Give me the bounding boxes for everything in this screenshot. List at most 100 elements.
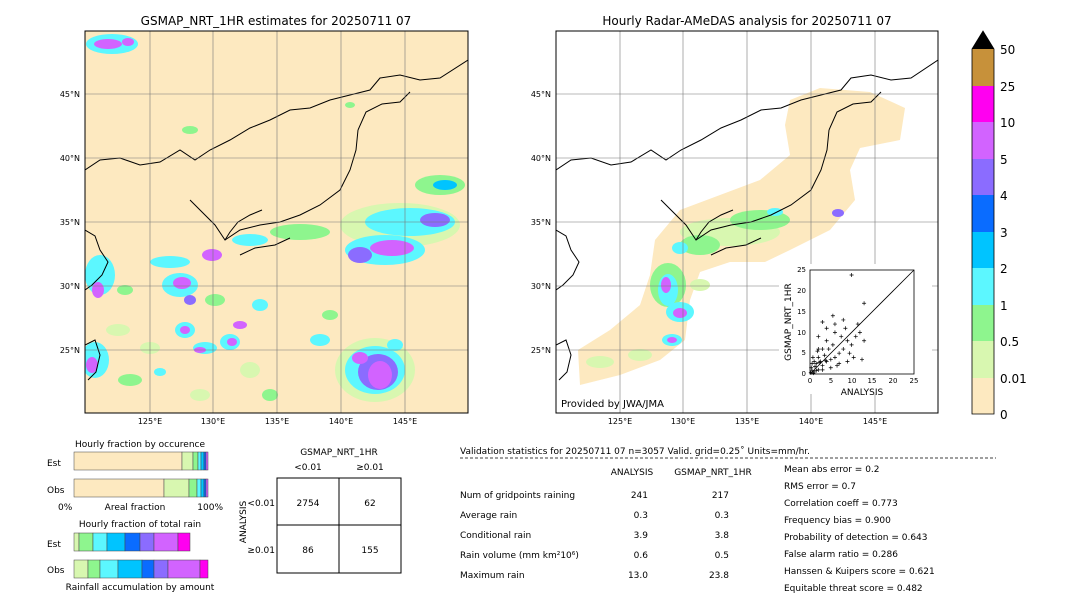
colorbar-bin-001-05 [972,341,994,378]
amount-est-segment [78,532,94,552]
contingency-table: GSMAP_NRT_1HR <0.01 ≥0.01 ANALYSIS <0.01… [239,448,402,574]
occurrence-axis-right: 100% [197,503,223,513]
colorbar-label: 50 [1000,43,1015,57]
occurrence-est-segment [181,451,194,471]
occurrence-est-segment [73,451,183,471]
occurrence-est-segment [192,451,199,471]
stats-row-label: Conditional rain [460,531,531,541]
scatter-point [857,330,862,335]
scatter-points [808,272,867,376]
stats-row-analysis: 3.9 [634,531,649,541]
scatter-point [812,359,817,364]
scatter-point [817,360,822,365]
scatter-y-ticks: 0 5 10 15 20 25 [797,266,806,378]
stats-row-gsmap: 3.8 [715,531,730,541]
left-lon-label: 135°E [265,417,289,426]
scatter-point [814,361,819,366]
right-lon-label: 140°E [799,417,823,426]
stats-scores: Mean abs error = 0.2 RMS error = 0.7 Cor… [784,465,935,594]
scatter-point [832,322,837,327]
amount-obs-segment [73,559,89,579]
scatter-point [843,326,848,331]
amount-est-label: Est [47,540,61,550]
scatter-point [816,347,821,352]
amount-est-segment [73,532,80,552]
left-map-lat-labels: 45°N 40°N 35°N 30°N 25°N [60,90,80,355]
right-lon-label: 135°E [735,417,759,426]
right-lat-label: 35°N [531,218,551,227]
occurrence-obs-segment [203,478,207,498]
left-map-title: GSMAP_NRT_1HR estimates for 20250711 07 [141,14,412,28]
scatter-point [837,351,842,356]
stats-row-analysis: 0.6 [634,551,649,561]
scatter-y-tick: 5 [802,349,806,357]
scatter-point [862,338,867,343]
scatter-point [816,367,821,372]
scatter-inset: 0 5 10 15 20 25 0 5 10 15 20 25 ANALYSIS… [779,264,932,398]
right-lon-label: 125°E [608,417,632,426]
colorbar-label: 25 [1000,80,1015,94]
colorbar-extend-triangle [972,31,994,49]
amount-obs-segment [141,559,155,579]
scatter-point [826,347,831,352]
occurrence-obs-segment [200,478,205,498]
scatter-point [849,342,854,347]
scatter-point [839,334,844,339]
amount-obs-bar [73,559,209,579]
stats-score: False alarm ratio = 0.286 [784,550,898,560]
scatter-point [830,342,835,347]
stats-score: RMS error = 0.7 [784,482,856,492]
left-map [85,31,468,413]
right-map-rain-areas [586,208,844,368]
amount-est-bar [73,532,191,552]
scatter-y-tick: 20 [797,287,806,295]
stats-col-gsmap: GSMAP_NRT_1HR [674,468,752,478]
stats-score: Hanssen & Kuipers score = 0.621 [784,567,935,577]
occurrence-obs-segment [73,478,165,498]
scatter-point [828,365,833,370]
stats-row-analysis: 13.0 [628,571,648,581]
scatter-point [820,363,825,368]
stats-row-gsmap: 0.3 [715,511,729,521]
amount-obs-label: Obs [47,566,65,576]
scatter-y-tick: 25 [797,266,806,274]
scatter-point [812,364,817,369]
colorbar-bin-10-25 [972,86,994,122]
stats-row-label: Num of gridpoints raining [460,491,575,501]
right-lon-label: 130°E [671,417,695,426]
scatter-point [847,351,852,356]
colorbar-bin-1-2 [972,268,994,305]
left-map-gridlines [85,31,468,413]
contingency-cell-a: 2754 [297,499,320,509]
colorbar-bin-5-10 [972,122,994,159]
occurrence-est-segment [203,451,207,471]
occurrence-est-segment [197,451,202,471]
occurrence-panel: Hourly fraction by occurence Est Obs 0% … [47,440,223,513]
left-map-frame [84,30,469,414]
right-map-lon-labels: 125°E 130°E 135°E 140°E 145°E [608,417,887,426]
scatter-x-tick: 20 [889,377,898,385]
stats-row-analysis: 241 [631,491,648,501]
right-lat-label: 30°N [531,282,551,291]
scatter-x-ticks: 0 5 10 15 20 25 [808,377,919,385]
right-lon-label: 145°E [863,417,887,426]
occurrence-est-segment [200,451,205,471]
colorbar-label: 0.5 [1000,335,1019,349]
scatter-point [809,365,814,370]
scatter-point [845,338,850,343]
amount-est-segment [153,532,179,552]
occurrence-obs-segment [163,478,190,498]
stats-row-label: Average rain [460,511,517,521]
scatter-point [810,368,815,373]
scatter-point [820,367,825,372]
scatter-point [824,359,829,364]
contingency-title: GSMAP_NRT_1HR [300,448,378,458]
colorbar: 50 25 10 5 4 3 2 1 0.5 0.01 0 [971,30,1027,422]
scatter-x-tick: 15 [868,377,877,385]
amount-panel: Hourly fraction of total rain Est Obs Ra… [47,520,215,593]
scatter-point [824,326,829,331]
scatter-point [816,334,821,339]
colorbar-labels: 50 25 10 5 4 3 2 1 0.5 0.01 0 [1000,43,1027,422]
scatter-point [824,338,829,343]
amount-obs-segment [117,559,143,579]
